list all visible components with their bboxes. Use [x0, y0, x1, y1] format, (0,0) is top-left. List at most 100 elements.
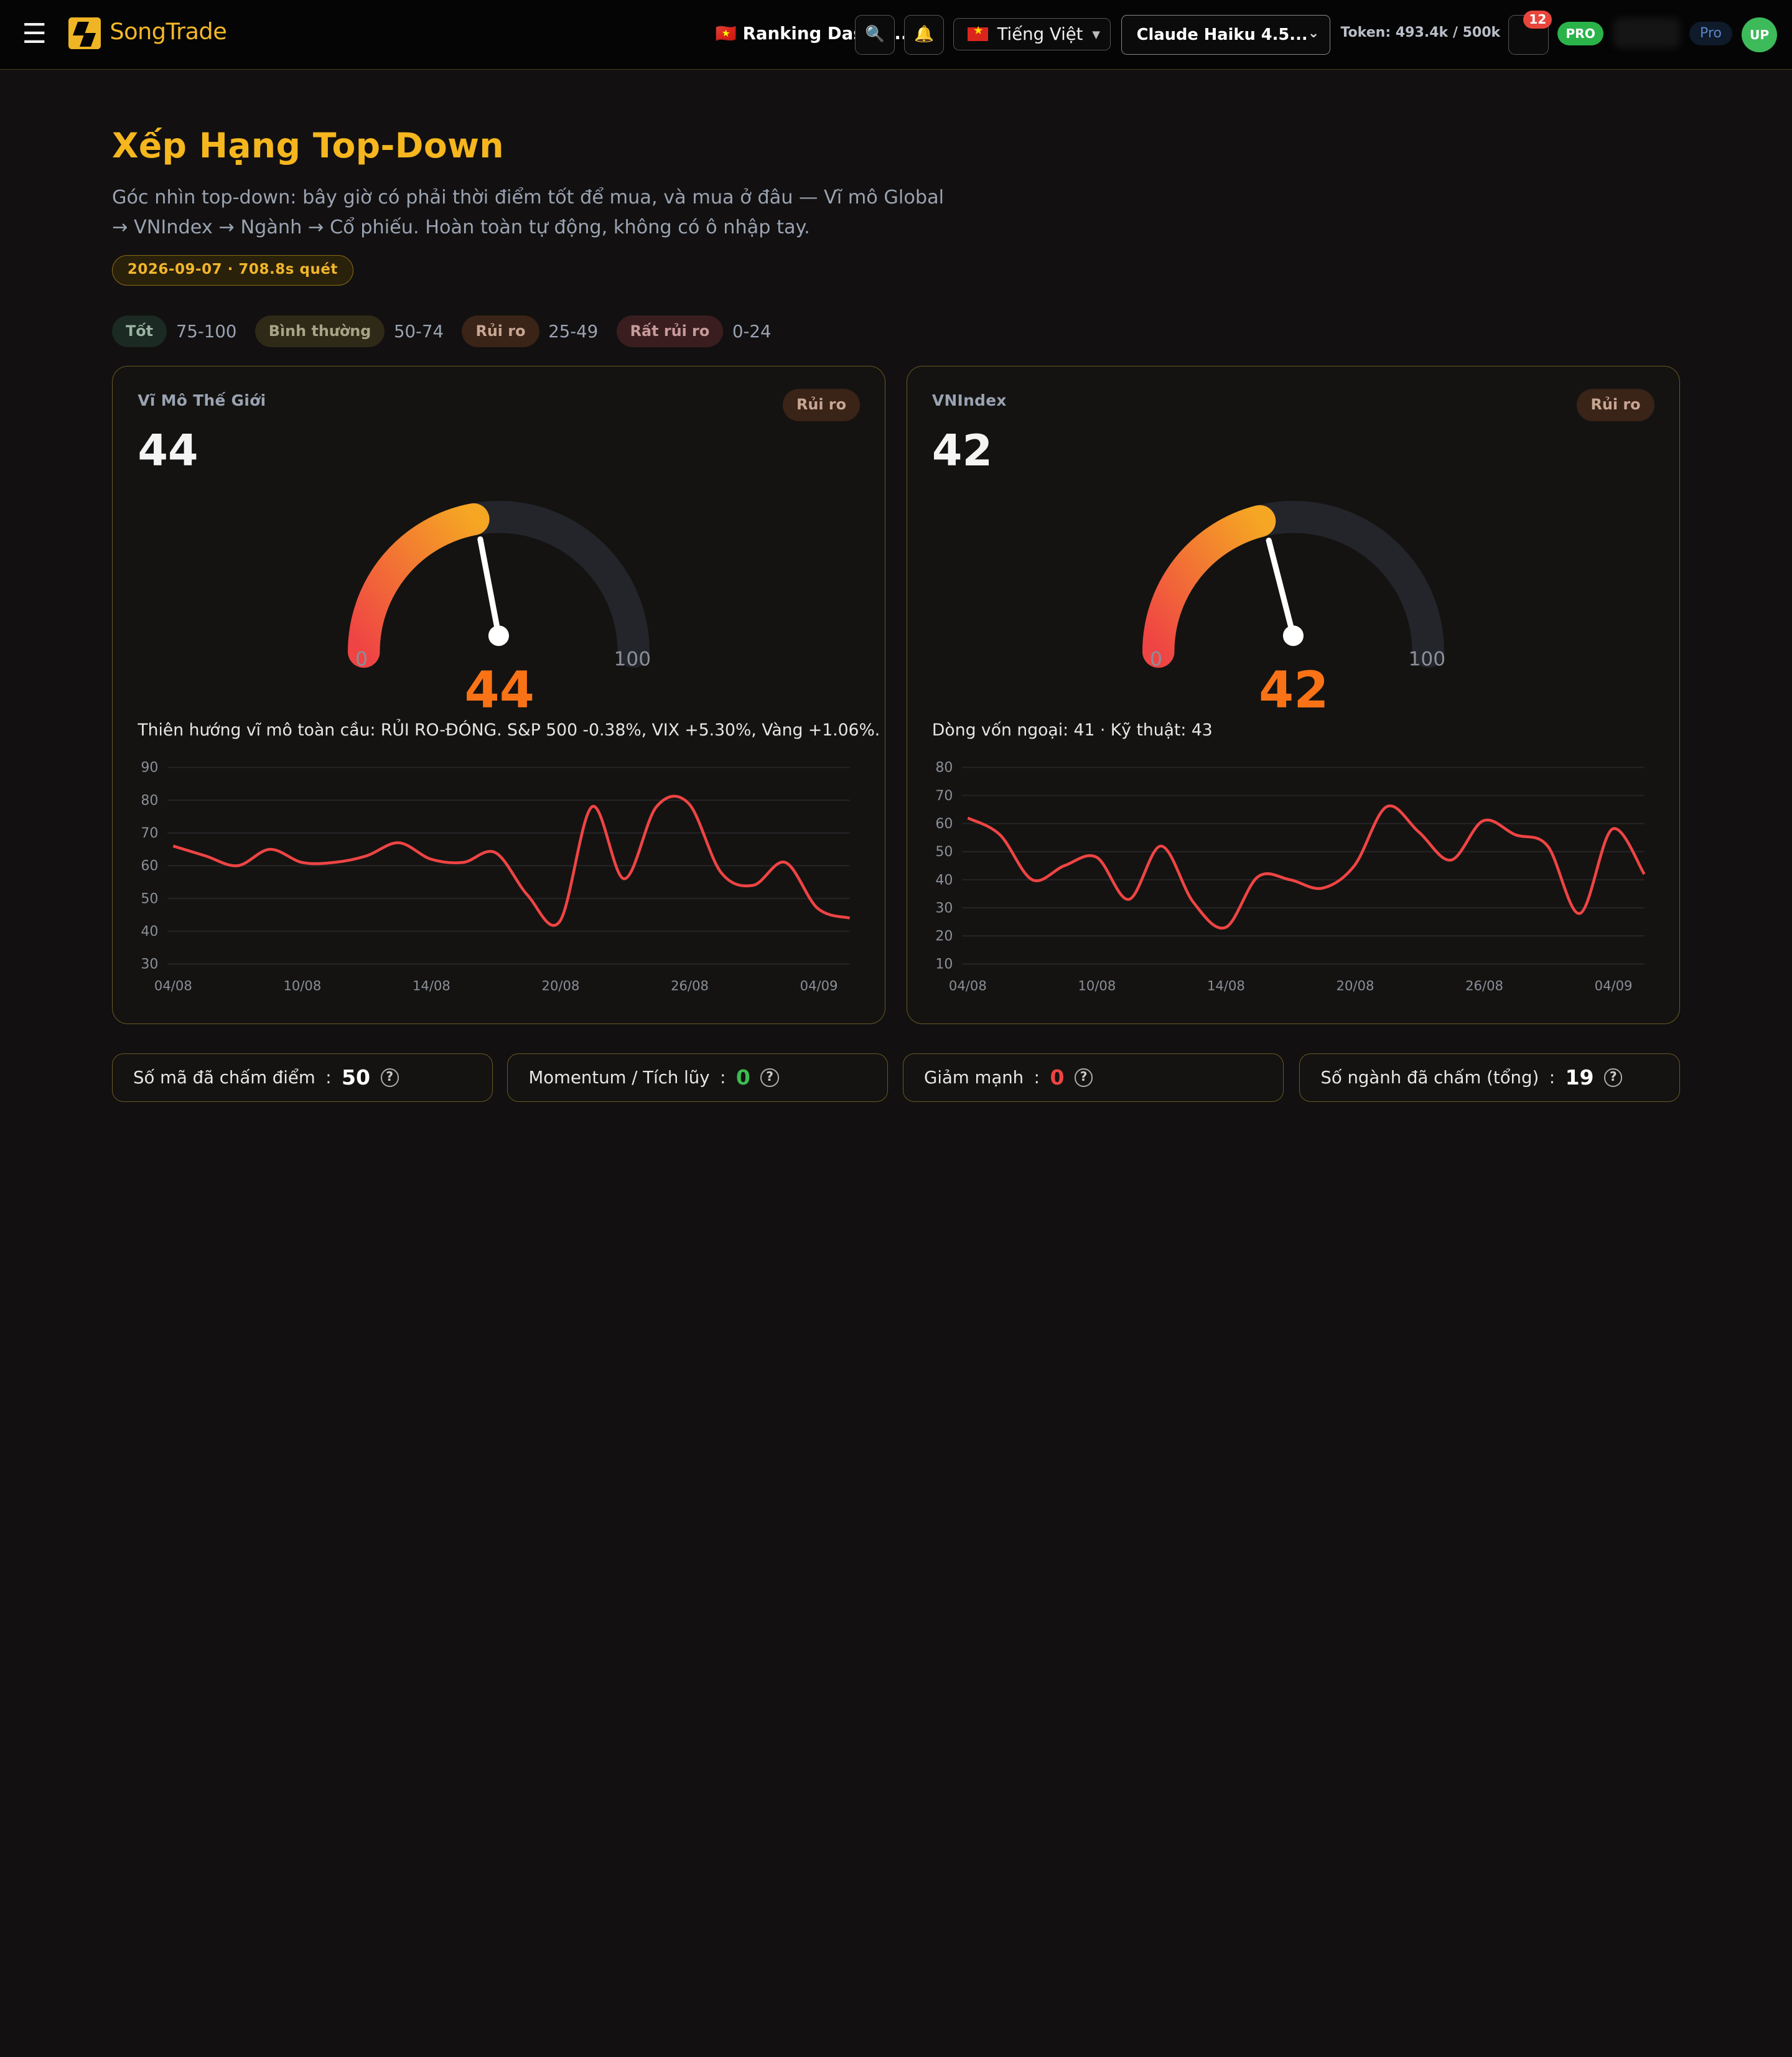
legend-risk-pill: Rủi ro	[462, 315, 539, 348]
legend-normal-range: 50-74	[394, 321, 444, 342]
x-tick-label: 10/08	[1078, 978, 1116, 994]
x-tick-label: 26/08	[1465, 978, 1503, 994]
x-tick-label: 04/09	[800, 978, 838, 994]
gauge-needle	[477, 536, 502, 639]
notification-count-badge: 12	[1523, 10, 1552, 29]
user-name-redacted	[1613, 18, 1680, 49]
gauge-fill	[1142, 505, 1276, 668]
vnindex-trend-chart: 10 20 30 40 50 60 70 80 04/08 10/08 14/08 20/08 26/0…	[935, 760, 1646, 994]
gauge-min-label: 0	[355, 648, 368, 671]
x-tick-label: 04/08	[948, 978, 986, 994]
stat-label: Số mã đã chấm điểm	[133, 1067, 315, 1088]
legend-risk-range: 25-49	[548, 321, 599, 342]
x-tick-label: 20/08	[542, 978, 580, 994]
y-tick-label: 70	[935, 788, 953, 804]
help-icon[interactable]: ?	[1604, 1068, 1623, 1087]
x-tick-label: 04/08	[154, 978, 192, 994]
stat-sectors-scored: Số ngành đã chấm (tổng) : 19 ?	[1299, 1053, 1680, 1102]
y-tick-label: 40	[141, 924, 158, 940]
score-legend: Tốt 75-100 Bình thường 50-74 Rủi ro 25-4…	[111, 315, 790, 348]
vnindex-card: VNIndex Rủi ro 42 0 100 42 Dòng vốn ngoạ…	[906, 365, 1680, 1024]
stat-value: 0	[1050, 1065, 1065, 1090]
gauge-needle	[1266, 538, 1296, 639]
gauge-hub	[1282, 625, 1304, 646]
series-line	[966, 804, 1646, 930]
y-tick-label: 30	[141, 957, 158, 973]
stat-scored-tickers: Số mã đã chấm điểm : 50 ?	[111, 1053, 493, 1102]
bell-icon[interactable]: 🔔	[903, 14, 945, 55]
help-icon[interactable]: ?	[380, 1068, 399, 1087]
page-title: Xếp Hạng Top-Down	[111, 126, 504, 166]
gauge-max-label: 100	[1408, 648, 1445, 671]
status-badge: Rủi ro	[1577, 389, 1654, 421]
page-description: Góc nhìn top-down: bây giờ có phải thời …	[111, 186, 945, 238]
series-line	[172, 795, 851, 927]
y-tick-label: 80	[141, 793, 158, 808]
y-tick-label: 10	[935, 957, 953, 973]
help-icon[interactable]: ?	[1074, 1068, 1093, 1087]
top-navbar: ☰ SongTrade 🇻🇳 Ranking Dashb... 🔍 🔔 Tiến…	[0, 0, 1792, 70]
pro-badge: PRO	[1557, 21, 1603, 46]
x-tick-label: 14/08	[413, 978, 450, 994]
card-label: VNIndex	[931, 391, 1007, 410]
vietnam-flag-icon	[967, 24, 988, 42]
x-tick-label: 26/08	[671, 978, 709, 994]
y-tick-label: 50	[935, 844, 953, 860]
legend-normal-pill: Bình thường	[254, 315, 385, 348]
menu-icon[interactable]: ☰	[22, 18, 47, 50]
chevron-down-icon: ⌄	[1307, 26, 1320, 42]
songtrade-logo-icon	[68, 17, 101, 49]
stat-momentum: Momentum / Tích lũy : 0 ?	[507, 1053, 889, 1102]
scan-info-chip: 2026-09-07 · 708.8s quét	[111, 254, 353, 286]
card-note: Thiên hướng vĩ mô toàn cầu: RỦI RO-ĐÓNG.…	[138, 721, 880, 740]
y-tick-label: 80	[935, 760, 953, 776]
gauge-fill	[348, 503, 490, 668]
stat-value: 0	[735, 1065, 750, 1090]
global-macro-card: Vĩ Mô Thế Giới Rủi ro 44 0 100 44 Thiên …	[111, 365, 886, 1024]
gauge-hub	[488, 625, 510, 646]
card-note: Dòng vốn ngoại: 41 · Kỹ thuật: 43	[931, 721, 1213, 740]
y-tick-label: 40	[935, 872, 953, 888]
gauge-value: 44	[464, 661, 534, 720]
y-tick-label: 60	[141, 859, 158, 874]
card-score: 42	[931, 426, 993, 477]
language-label: Tiếng Việt	[997, 24, 1083, 45]
y-tick-label: 90	[141, 760, 158, 776]
y-tick-label: 30	[935, 900, 953, 916]
stat-value: 19	[1565, 1065, 1594, 1090]
search-icon[interactable]: 🔍	[854, 14, 895, 55]
gauge-value: 42	[1259, 661, 1329, 720]
x-tick-label: 14/08	[1207, 978, 1245, 994]
legend-good-pill: Tốt	[111, 315, 167, 348]
language-select[interactable]: Tiếng Việt ▼	[953, 18, 1111, 50]
gauge-max-label: 100	[614, 648, 651, 671]
model-select[interactable]: Claude Haiku 4.5... ⌄	[1121, 14, 1330, 55]
score-gauge: 0 100	[348, 501, 651, 671]
macro-trend-chart: 30 40 50 60 70 80 90 04/08 10/08 14/08 20/08 26/08 0…	[141, 760, 851, 994]
x-tick-label: 04/09	[1594, 978, 1632, 994]
status-badge: Rủi ro	[782, 389, 861, 421]
y-tick-label: 20	[935, 929, 953, 945]
x-tick-label: 20/08	[1336, 978, 1374, 994]
card-score: 44	[138, 426, 198, 477]
legend-good-range: 75-100	[175, 321, 237, 342]
chevron-down-icon: ▼	[1092, 28, 1100, 40]
stat-sharp-decline: Giảm mạnh : 0 ?	[902, 1053, 1284, 1102]
score-gauge: 0 100	[1142, 501, 1445, 671]
gauge-min-label: 0	[1150, 648, 1162, 671]
brand-name[interactable]: SongTrade	[110, 18, 227, 45]
card-label: Vĩ Mô Thế Giới	[138, 391, 266, 410]
stat-label: Momentum / Tích lũy	[528, 1067, 710, 1088]
y-tick-label: 50	[141, 891, 158, 907]
legend-high-risk-range: 0-24	[732, 321, 772, 342]
model-label: Claude Haiku 4.5...	[1136, 26, 1308, 45]
avatar[interactable]: UP	[1742, 17, 1778, 53]
stat-value: 50	[342, 1065, 371, 1090]
token-usage: Token: 493.4k / 500k	[1340, 25, 1501, 41]
x-tick-label: 10/08	[283, 978, 321, 994]
y-tick-label: 60	[935, 816, 953, 832]
stat-label: Số ngành đã chấm (tổng)	[1320, 1067, 1539, 1088]
help-icon[interactable]: ?	[760, 1068, 779, 1087]
y-tick-label: 70	[141, 826, 158, 841]
plan-chip: Pro	[1689, 21, 1733, 46]
